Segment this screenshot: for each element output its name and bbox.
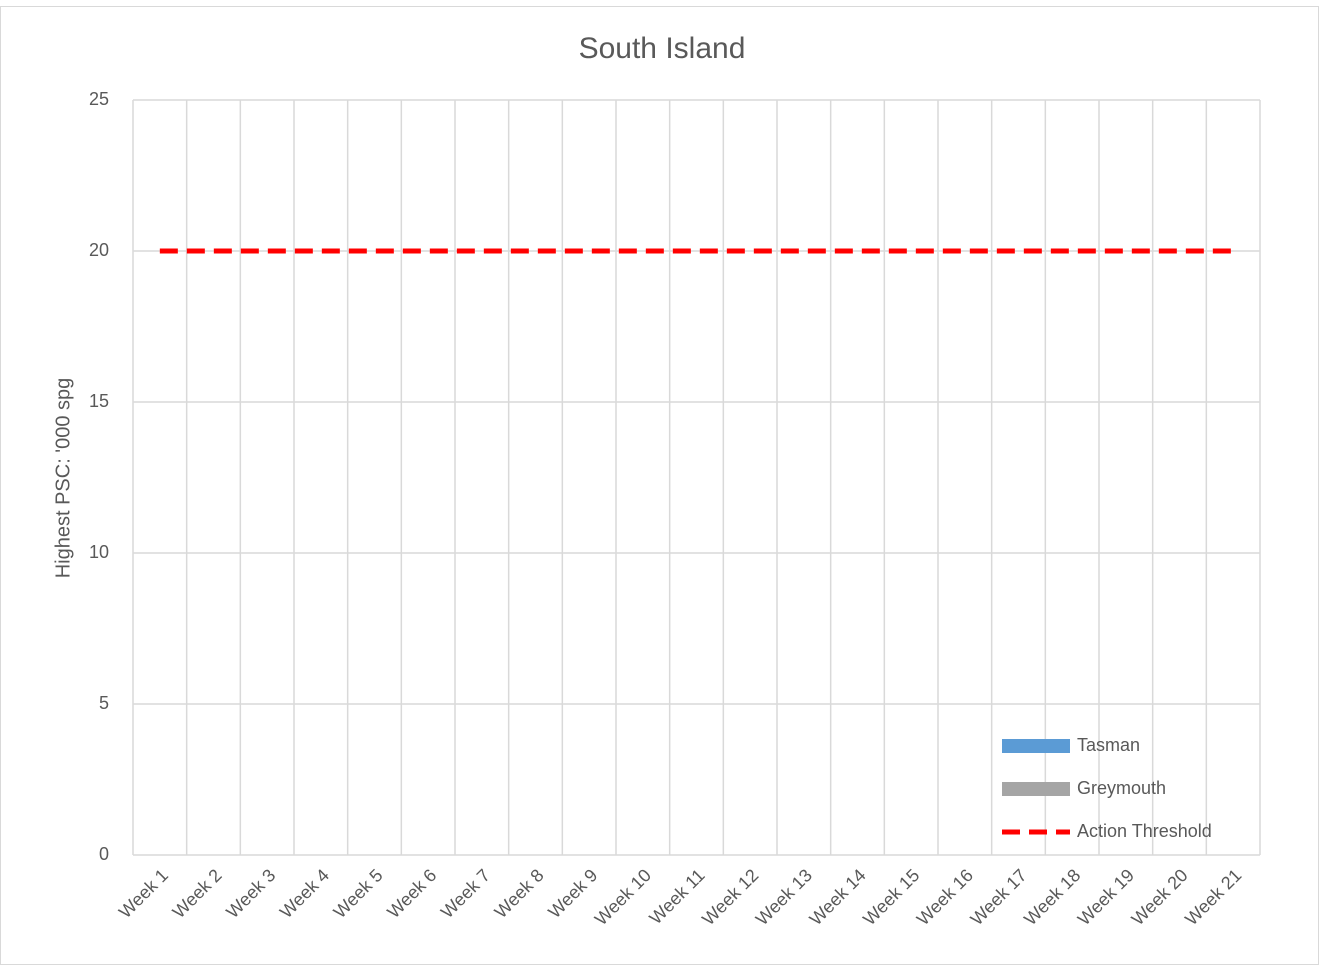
legend-swatch — [1002, 782, 1070, 796]
y-tick-label: 0 — [99, 844, 109, 864]
legend-label: Greymouth — [1077, 778, 1166, 798]
y-tick-label: 15 — [89, 391, 109, 411]
y-tick-label: 20 — [89, 240, 109, 260]
y-tick-label: 5 — [99, 693, 109, 713]
legend-swatch — [1002, 739, 1070, 753]
chart-title: South Island — [579, 32, 746, 65]
y-tick-label: 10 — [89, 542, 109, 562]
legend-label: Tasman — [1077, 735, 1140, 755]
legend-label: Action Threshold — [1077, 821, 1212, 841]
y-tick-label: 25 — [89, 89, 109, 109]
y-axis-label: Highest PSC: '000 spg — [52, 378, 74, 579]
